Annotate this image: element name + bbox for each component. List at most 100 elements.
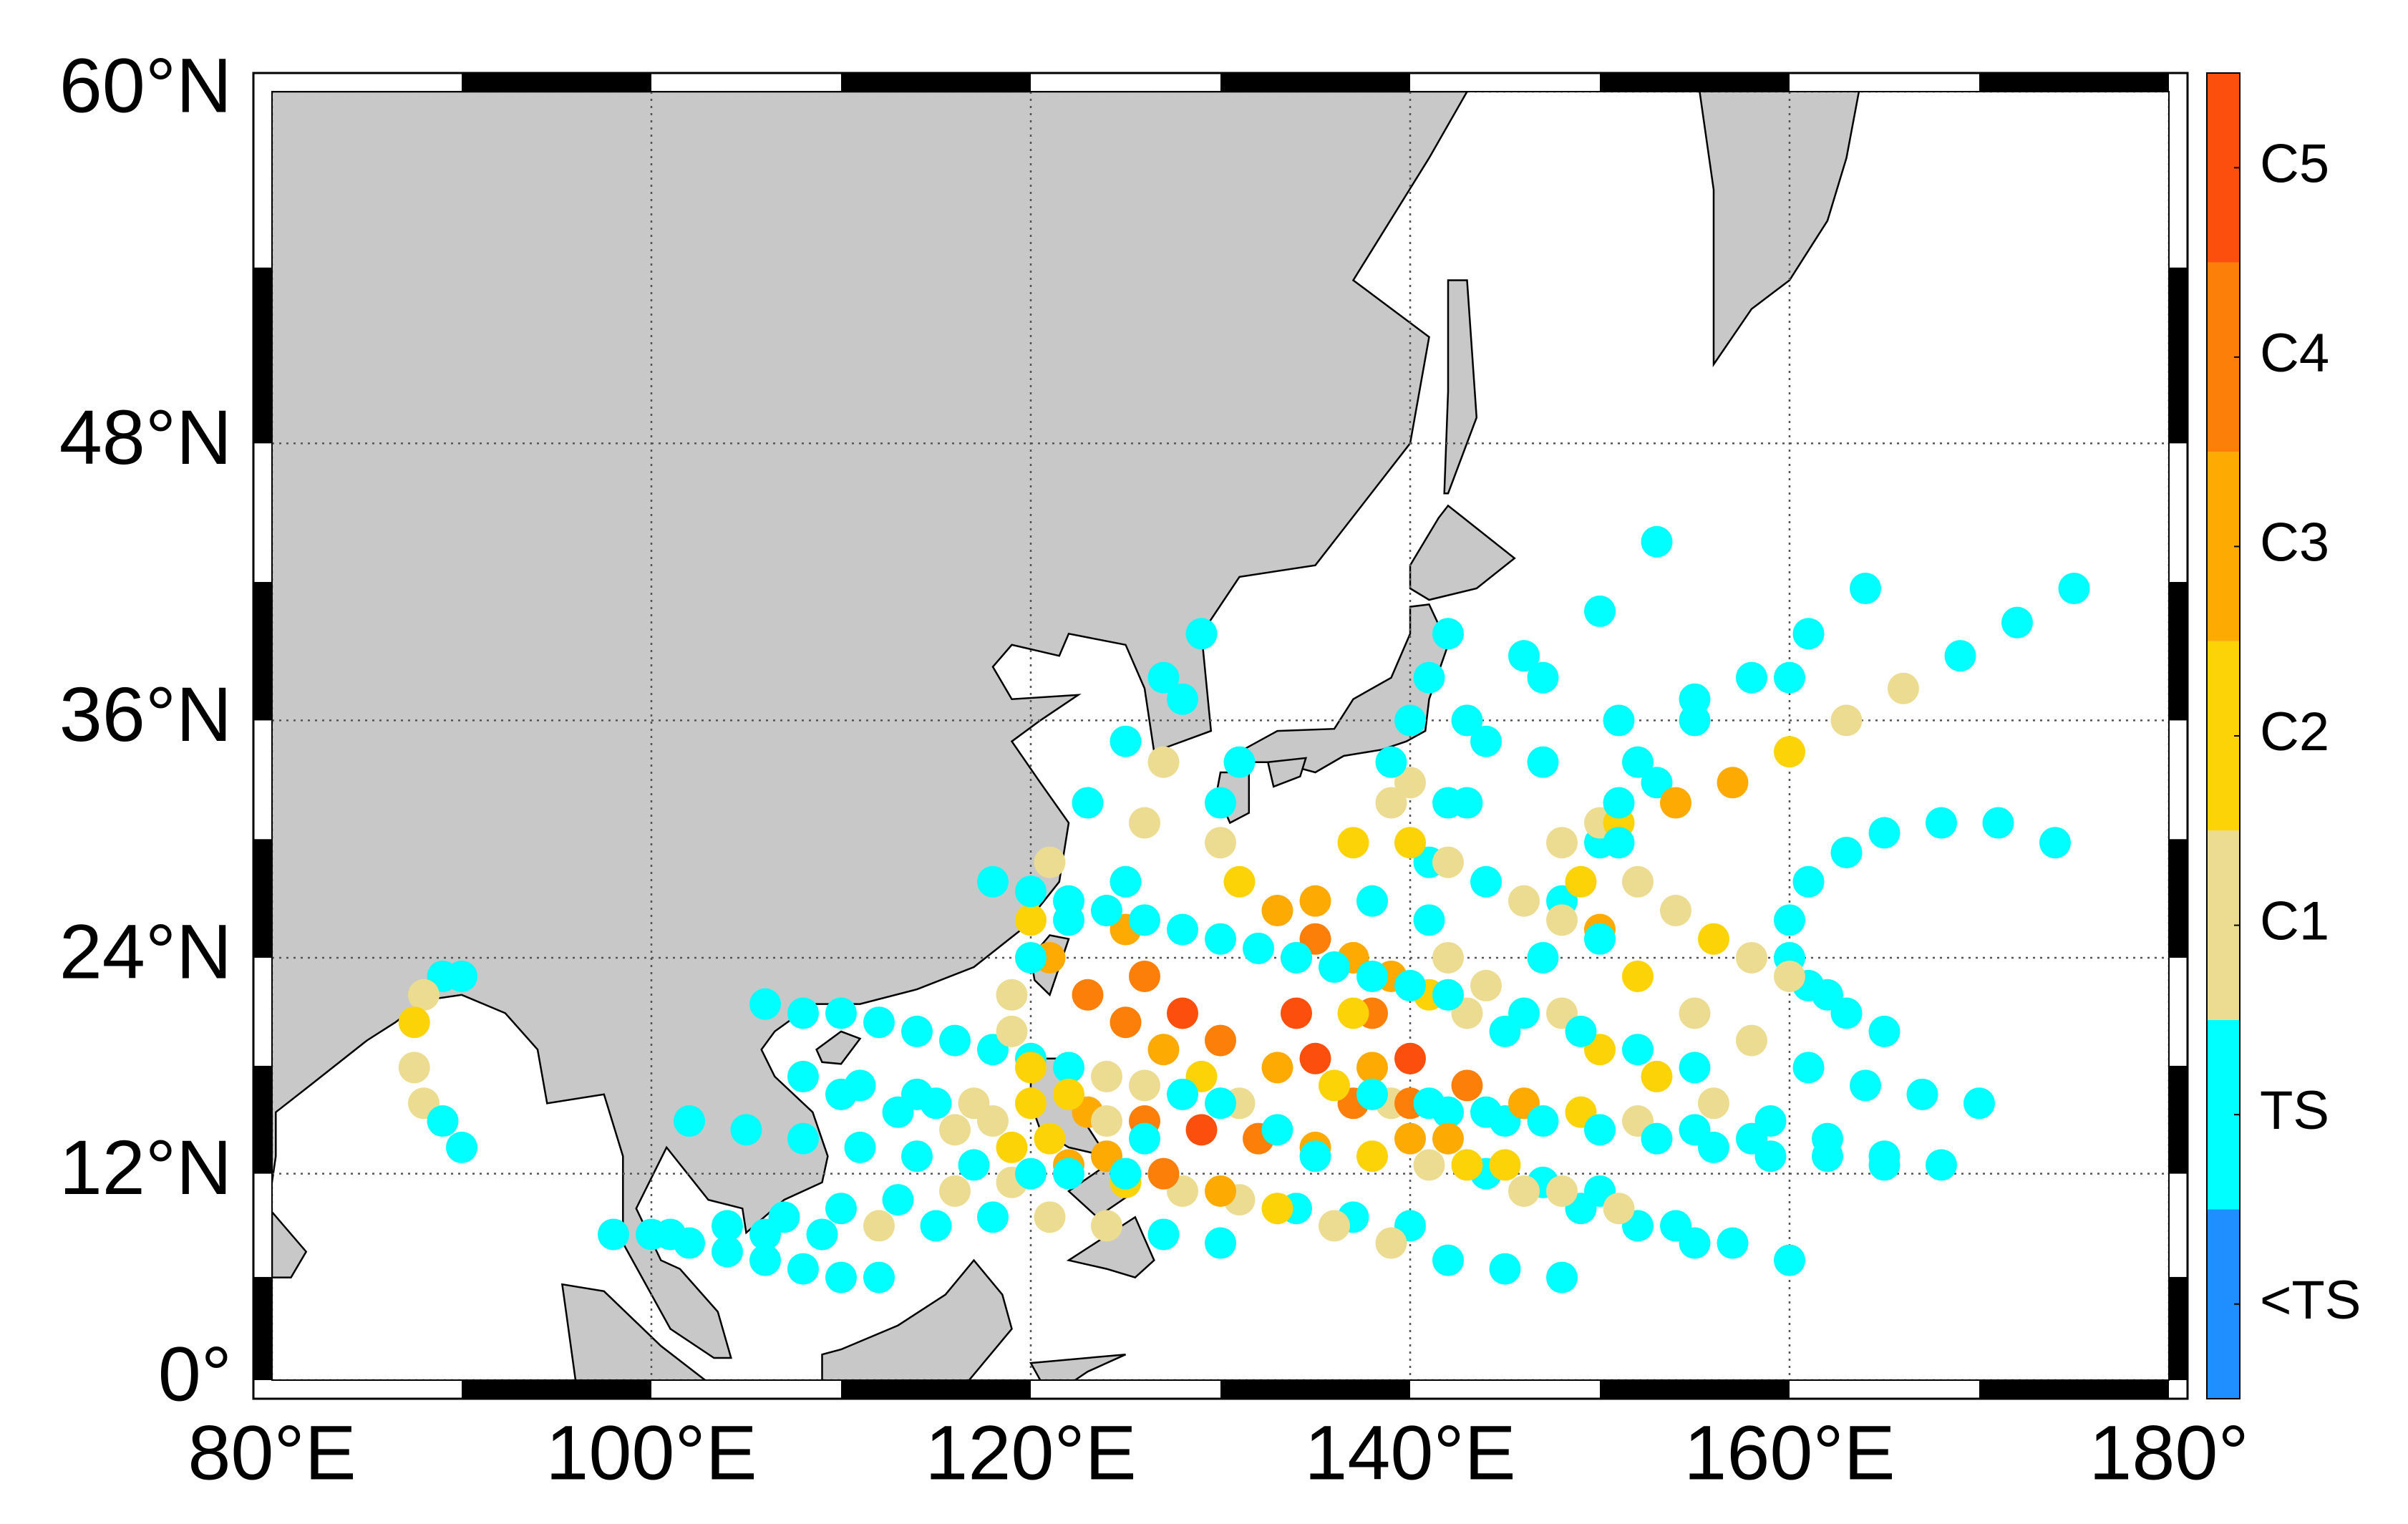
track-point [1660,1210,1691,1242]
track-point [1091,1210,1122,1242]
track-point [1261,895,1293,927]
track-point [1394,1042,1426,1074]
land [1409,504,1516,601]
track-point [1584,923,1616,955]
track-point [1565,1015,1597,1047]
track-point [787,1122,819,1155]
track-point [1072,979,1104,1011]
frame-segment [1031,73,1220,92]
x-tick-label: 180° [2089,1409,2248,1496]
colorbar-label: C3 [2260,513,2329,573]
track-point [806,1218,838,1251]
track-point [1641,1122,1673,1155]
track-point [901,1015,933,1047]
track-point [1679,1052,1711,1084]
track-point [1205,1227,1236,1259]
track-point [1261,1193,1293,1225]
frame-segment [1220,1380,1410,1399]
track-point [1812,1140,1843,1173]
track-point [1167,1078,1198,1110]
land [815,1030,862,1065]
track-point [977,1201,1009,1233]
track-point [1015,875,1047,908]
frame-outline [252,72,2189,1400]
track-point [1223,865,1256,898]
x-tick-label: 80°E [188,1409,356,1496]
track-point [1774,1244,1805,1276]
track-point [1337,997,1369,1029]
track-point [939,1114,971,1146]
track-point [1129,960,1160,992]
track-point [996,1015,1028,1047]
track-point [1698,1131,1729,1163]
colorbar-label: TS [2260,1080,2329,1141]
track-point [1091,1105,1122,1137]
track-point [1565,865,1597,898]
track-point [1906,1078,1938,1110]
track-point [1470,865,1502,898]
track-point [1261,1052,1293,1084]
track-point [1319,1210,1350,1242]
track-point [996,979,1028,1011]
track-point [674,1105,705,1137]
track-point [1205,1175,1236,1207]
track-point [1470,969,1502,1001]
track-point [1015,1052,1047,1084]
track-point [1622,746,1654,778]
frame-segment [2169,1173,2188,1277]
track-point [1432,979,1464,1011]
track-point [1527,941,1559,974]
track-point [1015,904,1047,936]
track-point [1319,951,1350,983]
track-point [1413,1087,1445,1120]
y-tick-label: 12°N [59,1124,232,1210]
track-point [1167,683,1198,715]
track-point [1641,525,1673,558]
track-point [1527,746,1559,778]
track-point [1147,1157,1180,1190]
track-point [1205,1087,1236,1120]
colorbar-outline [2206,72,2240,1399]
track-point [1337,827,1369,859]
track-point [1356,960,1388,992]
frame-layer [252,72,2189,1400]
frame-segment [1979,1380,2169,1399]
track-point [1015,1087,1047,1120]
track-point [1774,661,1805,694]
track-point [1319,1069,1350,1102]
colorbar-label: C1 [2260,891,2329,952]
track-point [1774,960,1805,992]
track-point [1205,787,1236,819]
track-point [977,865,1009,898]
track-point [1185,618,1218,650]
track-point [1185,1114,1218,1146]
track-point [1147,1034,1180,1066]
track-point [1413,1149,1445,1181]
track-point [1167,997,1198,1029]
track-point [1736,941,1767,974]
track-point [1888,672,1919,704]
track-point [1470,725,1502,757]
track-point [1546,827,1578,859]
land [1238,603,1450,774]
track-point [1299,1140,1331,1173]
land [1266,757,1308,788]
track-point [1147,746,1180,778]
frame-segment [1031,1380,1220,1399]
colorbar-label: <TS [2260,1270,2361,1331]
label-layer: 80°E 100°E 120°E 140°E 160°E 180° 0° 12°N 24°N 36… [59,42,2249,1496]
track-point [1015,1157,1047,1190]
track-point [1508,640,1540,672]
land [560,1283,707,1380]
track-point [1868,1149,1900,1181]
land [1699,92,1860,368]
track-point [1698,1087,1729,1120]
track-point [1356,885,1388,917]
frame-segment [2169,581,2188,721]
colorbar-label: C5 [2260,133,2329,194]
y-tick-label: 48°N [59,394,232,480]
track-point [1812,979,1843,1011]
track-point [398,1006,430,1039]
track-point [1394,704,1426,737]
